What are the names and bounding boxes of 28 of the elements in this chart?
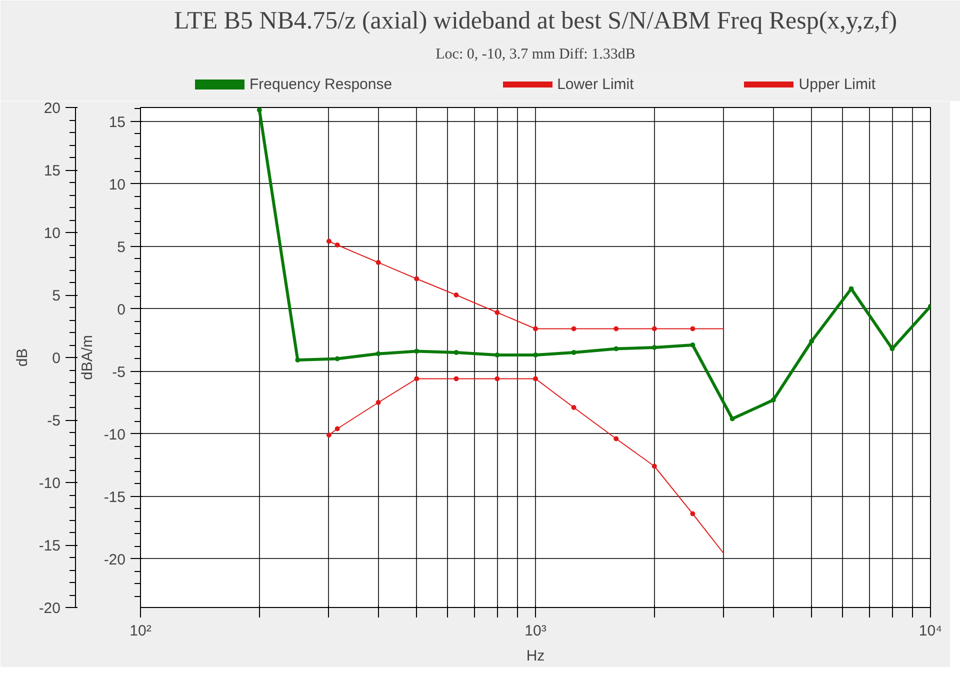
y2-tick-label: -10 bbox=[104, 426, 126, 444]
y2-axis-title: dBA/m bbox=[78, 334, 96, 380]
y2-tick-label: 5 bbox=[117, 238, 126, 256]
y-tick-label: -15 bbox=[38, 538, 61, 554]
legend-label: Upper Limit bbox=[798, 76, 876, 92]
y-tick-label: 10 bbox=[44, 225, 61, 242]
y-tick-label: -10 bbox=[38, 475, 61, 492]
chart-title: LTE B5 NB4.75/z (axial) wideband at best S/N/ABM Freq Resp(x,y,z,f) bbox=[174, 8, 898, 34]
x-tick-label: 10³ bbox=[524, 622, 546, 640]
y2-tick-label: 15 bbox=[108, 114, 126, 131]
y-tick-label: 15 bbox=[44, 162, 61, 180]
y2-tick-label: 0 bbox=[117, 301, 126, 318]
y-tick-label: 5 bbox=[52, 288, 60, 304]
y-tick-label: -5 bbox=[47, 412, 61, 430]
y-axis-title: dB bbox=[14, 348, 31, 367]
y2-tick-label: 10 bbox=[108, 176, 126, 194]
x-axis-title: Hz bbox=[526, 648, 545, 664]
y-tick-label: 0 bbox=[52, 350, 60, 367]
y-tick-label: 20 bbox=[44, 100, 61, 117]
y2-tick-label: -20 bbox=[104, 551, 126, 568]
y-tick-label: -20 bbox=[38, 600, 61, 617]
legend-label: Lower Limit bbox=[557, 76, 634, 92]
legend-label: Frequency Response bbox=[250, 76, 392, 92]
x-tick-label: 10⁴ bbox=[918, 622, 942, 640]
x-tick-label: 10² bbox=[130, 622, 152, 640]
y2-tick-label: -15 bbox=[104, 488, 126, 506]
y2-tick-label: -5 bbox=[112, 364, 126, 381]
chart-subtitle: Loc: 0, -10, 3.7 mm Diff: 1.33dB bbox=[436, 46, 636, 62]
